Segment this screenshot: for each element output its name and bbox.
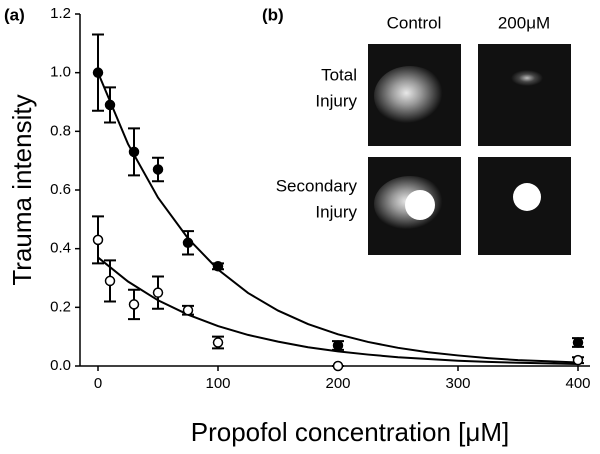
- x-tick-label: 400: [565, 375, 590, 392]
- x-axis-label: Propofol concentration [μM]: [191, 417, 509, 447]
- y-tick-label: 0.8: [50, 122, 71, 139]
- data-point: [152, 164, 164, 175]
- data-point: [332, 360, 344, 372]
- data-point: [212, 337, 224, 348]
- row-label: Injury: [315, 91, 357, 110]
- column-label: Control: [387, 13, 442, 32]
- x-tick-label: 300: [445, 375, 470, 392]
- data-point: [572, 337, 584, 348]
- panel-label: (b): [262, 5, 284, 24]
- x-tick-label: 100: [205, 375, 230, 392]
- data-point: [212, 261, 224, 272]
- inset-images: [368, 44, 571, 255]
- lesion-mask: [513, 183, 541, 211]
- data-point: [152, 287, 164, 298]
- data-point: [104, 99, 116, 111]
- y-tick-label: 0.2: [50, 298, 71, 315]
- injury-blob: [511, 70, 543, 86]
- image-200-total: [478, 44, 571, 146]
- fit-curve: [97, 72, 579, 364]
- y-tick-label: 0.0: [50, 357, 71, 374]
- injury-blob: [374, 66, 446, 126]
- fit-curve: [97, 256, 579, 365]
- row-label: Secondary: [276, 176, 358, 195]
- y-axis-label: Trauma intensity: [7, 94, 37, 285]
- row-label: Injury: [315, 202, 357, 221]
- data-point: [128, 299, 140, 310]
- y-tick-label: 0.4: [50, 240, 71, 257]
- row-label: Total: [321, 65, 357, 84]
- x-tick-label: 200: [325, 375, 350, 392]
- data-point: [104, 275, 116, 287]
- data-point: [332, 340, 344, 351]
- x-tick-label: 0: [94, 375, 102, 392]
- data-point: [182, 237, 194, 249]
- panel-label: (a): [4, 5, 25, 24]
- data-point: [572, 354, 584, 366]
- y-tick-label: 0.6: [50, 181, 71, 198]
- data-point: [92, 234, 104, 246]
- y-tick-label: 1.0: [50, 64, 71, 81]
- data-point: [128, 146, 140, 158]
- column-label: 200μM: [498, 13, 550, 32]
- data-point: [182, 305, 194, 316]
- lesion-mask: [405, 190, 435, 220]
- y-tick-label: 1.2: [50, 5, 71, 22]
- data-point: [92, 67, 104, 78]
